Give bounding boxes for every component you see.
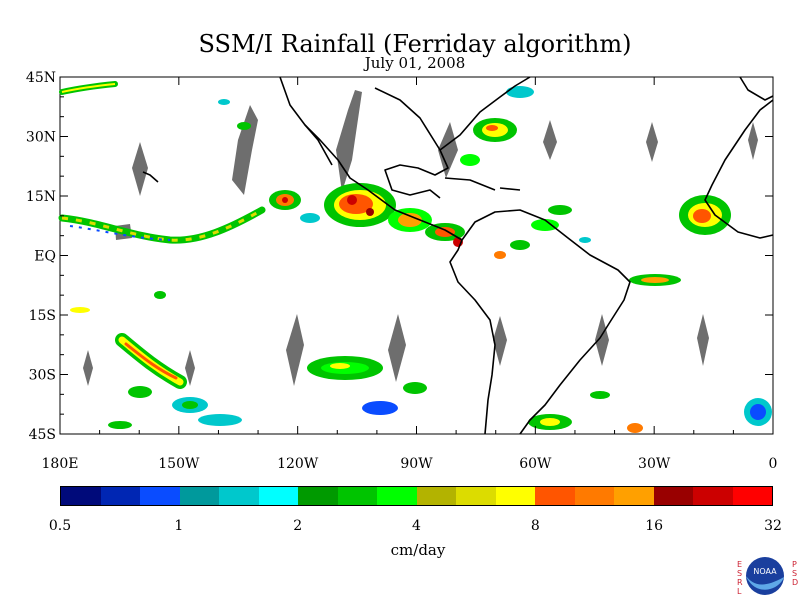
noaa-logo: NOAA xyxy=(746,557,784,595)
logo-right-letters: P S D xyxy=(792,560,798,587)
logo-letter: R xyxy=(737,578,743,587)
swath-6 xyxy=(646,122,658,162)
lon-labels: 180E 150W 120W 90W 60W 30W 0 xyxy=(42,456,778,472)
logo-letter: D xyxy=(792,578,799,587)
lon-label: 180E xyxy=(42,456,79,472)
colorbar-tick-label: 32 xyxy=(764,518,782,534)
colorbar-tick-label: 4 xyxy=(412,518,421,534)
lon-label: 150W xyxy=(158,456,200,472)
coast-cuba xyxy=(444,177,496,191)
rainfall-itcz-pacific xyxy=(58,206,266,244)
colorbar-cell xyxy=(495,487,535,505)
lat-labels: 45N 30N 15N EQ 15S 30S 45S xyxy=(26,70,56,443)
colorbar-cell xyxy=(416,487,456,505)
colorbar-cell xyxy=(535,487,575,505)
lat-label: 45N xyxy=(26,70,56,86)
coast-africa-west xyxy=(704,99,774,239)
colorbar-cell xyxy=(614,487,654,505)
swath-9 xyxy=(388,314,406,382)
colorbar-cell xyxy=(377,487,417,505)
lon-label: 60W xyxy=(519,456,552,472)
logo-letter: S xyxy=(737,569,743,578)
lat-label: 15N xyxy=(26,189,56,205)
coast-baja xyxy=(304,124,333,166)
swath-10 xyxy=(493,316,507,366)
logo-letter: E xyxy=(737,560,743,569)
colorbar-cell xyxy=(574,487,614,505)
colorbar-cell xyxy=(219,487,259,505)
colorbar-cell xyxy=(258,487,298,505)
lat-ticks xyxy=(60,76,773,435)
coast-south-america xyxy=(461,209,631,435)
colorbar-tick-label: 16 xyxy=(645,518,664,534)
lat-label: 45S xyxy=(29,427,56,443)
coast-north-america-east xyxy=(439,76,531,151)
colorbar-cell xyxy=(298,487,338,505)
lon-label: 120W xyxy=(277,456,319,472)
logo-letter: S xyxy=(792,569,798,578)
logo-left-letters: E S R L xyxy=(737,560,743,596)
swath-8 xyxy=(286,314,304,386)
colorbar-tick-label: 1 xyxy=(174,518,184,534)
colorbar-cell xyxy=(653,487,693,505)
coastlines xyxy=(142,76,774,435)
lat-label: 15S xyxy=(29,308,56,324)
colorbar xyxy=(60,486,773,506)
lon-ticks xyxy=(59,77,774,434)
colorbar-tick-label: 0.5 xyxy=(48,518,72,534)
rainfall-south-pacific xyxy=(70,291,427,429)
coast-hispaniola xyxy=(499,187,521,191)
swath-5 xyxy=(543,120,557,160)
swath-14 xyxy=(185,350,195,386)
colorbar-cell xyxy=(337,487,377,505)
swath-12 xyxy=(697,314,709,366)
lon-label: 90W xyxy=(400,456,433,472)
coast-north-america-west xyxy=(279,76,463,241)
logo-letter: L xyxy=(737,587,742,596)
map-title: SSM/I Rainfall (Ferriday algorithm) xyxy=(198,30,632,58)
coast-iberia xyxy=(739,76,774,101)
colorbar-cell xyxy=(456,487,496,505)
swath-2 xyxy=(232,105,258,195)
swath-4 xyxy=(438,122,458,178)
coast-gulf-mexico xyxy=(374,87,449,199)
colorbar-cell xyxy=(693,487,733,505)
swath-11 xyxy=(595,314,609,366)
colorbar-cell xyxy=(140,487,180,505)
colorbar-tick-label: 8 xyxy=(530,518,540,534)
colorbar-cell xyxy=(732,487,772,505)
missing-data-swaths xyxy=(83,90,758,386)
lat-label: 30S xyxy=(29,368,56,384)
coast-hawaii xyxy=(142,171,159,183)
swath-7 xyxy=(748,122,758,160)
rainfall-south-atlantic xyxy=(528,391,772,433)
colorbar-cell xyxy=(61,487,101,505)
colorbar-cell xyxy=(100,487,140,505)
swath-1 xyxy=(132,142,148,196)
noaa-logo-text: NOAA xyxy=(753,567,777,576)
rainfall-atlantic-north xyxy=(460,86,572,215)
coast-south-america-west xyxy=(449,239,496,435)
lat-label: EQ xyxy=(34,249,56,265)
map-date: July 01, 2008 xyxy=(364,54,466,72)
colorbar-tick-label: 2 xyxy=(293,518,303,534)
colorbar-unit: cm/day xyxy=(390,541,446,559)
rainfall-map: 45N 30N 15N EQ 15S 30S 45S 180E 150W 120W 90W 60W 3… xyxy=(26,70,778,472)
rainfall-atlantic-africa xyxy=(494,195,731,286)
colorbar-cell xyxy=(179,487,219,505)
lat-label: 30N xyxy=(26,130,56,146)
rainfall-north-pacific xyxy=(59,81,251,130)
lon-label: 30W xyxy=(638,456,671,472)
swath-13 xyxy=(83,350,93,386)
logo-letter: P xyxy=(792,560,797,569)
rainfall-central-america xyxy=(269,183,465,247)
lon-label: 0 xyxy=(769,456,778,472)
